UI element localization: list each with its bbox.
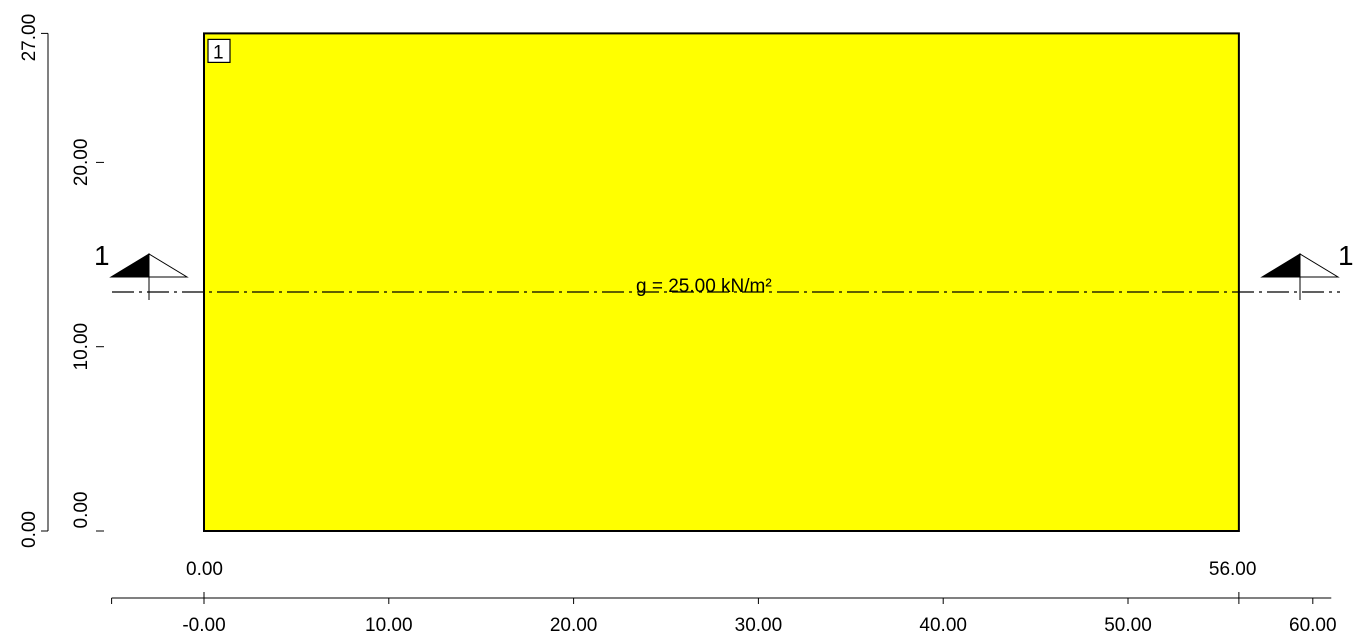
dimension-left: 0.00 <box>186 559 223 580</box>
plate-number: 1 <box>213 42 224 63</box>
plate-area <box>203 32 1240 532</box>
y-axis-inner-tick-label: 0.00 <box>71 492 92 529</box>
y-axis-inner: 0.00 10.00 20.00 <box>71 139 104 532</box>
section-label-right: 1 <box>1338 240 1354 271</box>
plate-number-box <box>207 38 231 63</box>
x-axis-tick-label: 40.00 <box>919 615 967 636</box>
load-label: g = 25.00 kN/m² <box>636 276 772 297</box>
dimension-right: 56.00 <box>1209 559 1257 580</box>
x-axis-tick-label: 30.00 <box>735 615 783 636</box>
x-axis-tick-label: 10.00 <box>365 615 413 636</box>
x-axis-tick-label: -0.00 <box>182 615 225 636</box>
y-axis-outer-tick-label: 0.00 <box>19 511 40 548</box>
y-axis-outer: 0.00 27.00 <box>19 14 49 548</box>
section-marker-right: 1 <box>1260 240 1354 300</box>
y-axis-inner-tick-label: 20.00 <box>71 139 92 187</box>
y-axis-outer-tick-label: 27.00 <box>19 14 40 62</box>
section-marker-left: 1 <box>94 240 189 300</box>
x-axis-tick-label: 50.00 <box>1104 615 1152 636</box>
x-axis: -0.00 10.00 20.00 30.00 40.00 50.00 60.00 <box>111 592 1337 636</box>
x-axis-tick-label: 60.00 <box>1289 615 1337 636</box>
x-axis-tick-label: 20.00 <box>550 615 598 636</box>
section-label-left: 1 <box>94 240 110 271</box>
y-axis-inner-tick-label: 10.00 <box>71 323 92 371</box>
